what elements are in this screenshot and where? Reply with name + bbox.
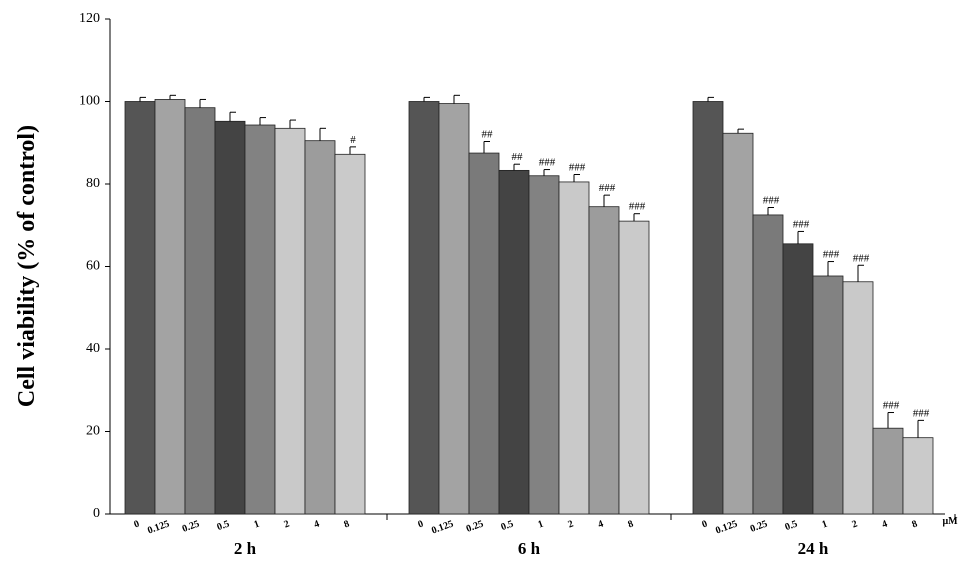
bar	[274, 127, 306, 515]
x-tick-label: 0.5	[500, 518, 516, 533]
annotation: ##	[512, 151, 524, 163]
bar	[244, 124, 276, 515]
bar	[184, 107, 216, 515]
annotation: ###	[763, 195, 780, 207]
x-tick-label: 0.125	[430, 518, 455, 536]
x-tick-label: 8	[343, 518, 351, 530]
annotation: ###	[853, 252, 870, 264]
bar	[408, 101, 440, 515]
annotation: ##	[482, 129, 494, 141]
y-tick-label: 40	[86, 341, 100, 356]
x-tick-label: 4	[313, 518, 321, 530]
group-label: 24 h	[798, 539, 829, 558]
x-tick-label: 1	[821, 518, 829, 530]
group-label: 6 h	[518, 539, 541, 558]
annotation: ###	[539, 157, 556, 169]
x-tick-label: 0.25	[749, 518, 769, 534]
bar	[214, 120, 246, 515]
x-tick-label: 2	[567, 518, 575, 530]
group-label: 2 h	[234, 539, 257, 558]
annotation: #	[350, 134, 356, 146]
bar	[468, 152, 500, 515]
bar	[154, 99, 186, 515]
x-tick-label: 0.5	[784, 518, 800, 533]
bar	[872, 427, 904, 515]
bar	[124, 101, 156, 515]
bar	[558, 181, 590, 515]
bar	[304, 140, 336, 515]
bar	[902, 437, 934, 515]
x-tick-label: 4	[597, 518, 605, 530]
bar	[334, 153, 366, 515]
bar	[752, 214, 784, 515]
x-tick-label: 0.25	[181, 518, 201, 534]
bar	[812, 275, 844, 515]
bar	[498, 169, 530, 515]
x-tick-label: 0	[701, 518, 709, 530]
annotation: ###	[823, 249, 840, 261]
x-tick-label: 8	[911, 518, 919, 530]
annotation: ###	[629, 201, 646, 213]
bar	[618, 220, 650, 515]
x-tick-label: 0	[133, 518, 141, 530]
y-tick-label: 20	[86, 424, 100, 439]
y-tick-label: 120	[79, 11, 100, 26]
bar	[722, 132, 754, 515]
y-tick-label: 60	[86, 259, 100, 274]
x-tick-label: 8	[627, 518, 635, 530]
y-axis-label: Cell viability (% of control)	[14, 125, 40, 407]
x-tick-label: 4	[881, 518, 889, 530]
y-tick-label: 0	[93, 506, 100, 521]
unit-label: μM	[942, 516, 958, 527]
bar	[438, 103, 470, 515]
annotation: ###	[793, 218, 810, 230]
x-tick-label: 0.25	[465, 518, 485, 534]
annotation: ###	[569, 162, 586, 174]
bar	[842, 281, 874, 515]
x-tick-label: 1	[253, 518, 261, 530]
x-tick-label: 2	[283, 518, 291, 530]
x-tick-label: 0.125	[146, 518, 171, 536]
y-tick-label: 80	[86, 176, 100, 191]
annotation: ###	[599, 182, 616, 194]
x-tick-label: 1	[537, 518, 545, 530]
x-tick-label: 0.5	[216, 518, 232, 533]
x-tick-label: 2	[851, 518, 859, 530]
annotation: ###	[913, 407, 930, 419]
y-tick-label: 100	[79, 94, 100, 109]
annotation: ###	[883, 400, 900, 412]
bar	[528, 175, 560, 515]
x-tick-label: 0.125	[714, 518, 739, 536]
x-tick-label: 0	[417, 518, 425, 530]
bar	[692, 101, 724, 515]
bar	[782, 243, 814, 515]
bar	[588, 206, 620, 515]
